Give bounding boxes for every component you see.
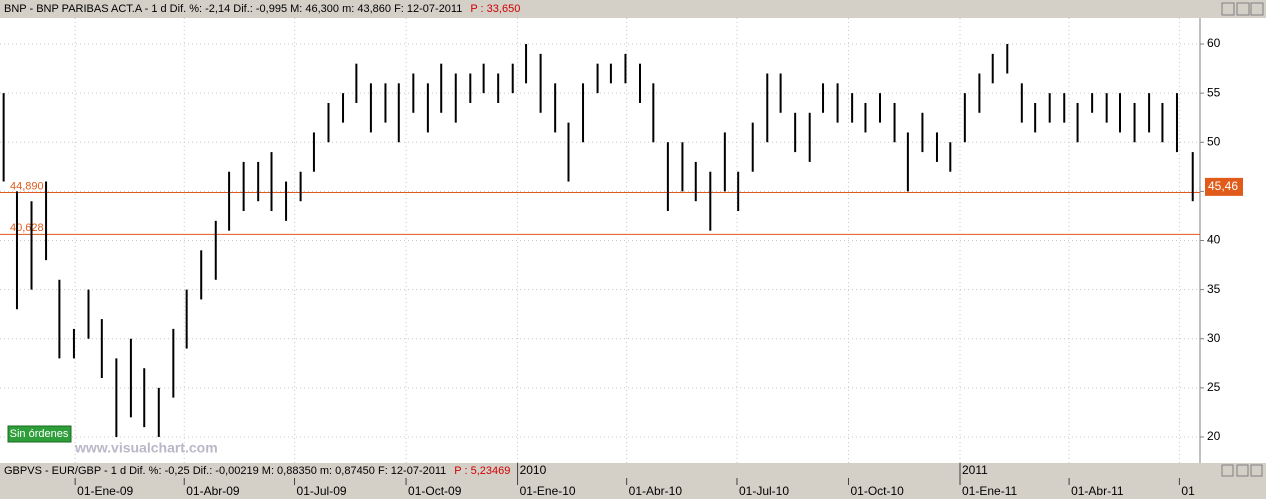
- lower-header-price: P : 5,23469: [454, 465, 510, 477]
- y-tick-label: 25: [1207, 380, 1221, 394]
- orders-label: Sin órdenes: [10, 428, 69, 440]
- header-bar: [0, 0, 1266, 18]
- maximize-button[interactable]: [1236, 464, 1249, 477]
- x-tick-label: 01-Oct-10: [850, 484, 904, 498]
- close-button[interactable]: [1250, 2, 1264, 16]
- watermark: www.visualchart.com: [74, 440, 218, 456]
- x-tick-label: 01-Abr-11: [1071, 484, 1124, 498]
- x-tick-label: 01: [1181, 484, 1195, 498]
- year-label: 2011: [962, 463, 988, 477]
- year-label: 2010: [520, 463, 547, 477]
- x-tick-label: 01-Abr-09: [186, 484, 240, 498]
- last-price-box: [1205, 177, 1243, 196]
- orders-button[interactable]: [7, 425, 72, 443]
- level-label: 44,890: [10, 180, 44, 192]
- y-tick-label: 35: [1207, 282, 1221, 296]
- x-tick-label: 01-Oct-09: [408, 484, 462, 498]
- lower-header-text: GBPVS - EUR/GBP - 1 d Dif. %: -0,25 Dif.…: [4, 465, 446, 477]
- maximize-button[interactable]: [1236, 2, 1250, 16]
- y-tick-label: 20: [1207, 429, 1221, 443]
- close-button[interactable]: [1250, 464, 1263, 477]
- x-tick-label: 01-Ene-09: [77, 484, 133, 498]
- y-tick-label: 55: [1207, 85, 1221, 99]
- y-tick-label: 30: [1207, 331, 1221, 345]
- y-tick-label: 50: [1207, 134, 1221, 148]
- header-price: P : 33,650: [470, 3, 520, 15]
- x-tick-label: 01-Abr-10: [629, 484, 683, 498]
- y-tick-label: 60: [1207, 36, 1221, 50]
- last-price-label: 45,46: [1208, 179, 1238, 193]
- lower-header-bar: [0, 463, 1266, 478]
- header-text: BNP - BNP PARIBAS ACT.A - 1 d Dif. %: -2…: [4, 3, 462, 15]
- x-axis-bar: [0, 478, 1266, 499]
- x-tick-label: 01-Jul-10: [739, 484, 789, 498]
- x-tick-label: 01-Jul-09: [297, 484, 347, 498]
- level-label: 40,628: [10, 222, 44, 234]
- y-tick-label: 40: [1207, 233, 1221, 247]
- minimize-button[interactable]: [1221, 464, 1234, 477]
- minimize-button[interactable]: [1221, 2, 1235, 16]
- x-tick-label: 01-Ene-11: [962, 484, 1017, 498]
- x-tick-label: 01-Ene-10: [520, 484, 576, 498]
